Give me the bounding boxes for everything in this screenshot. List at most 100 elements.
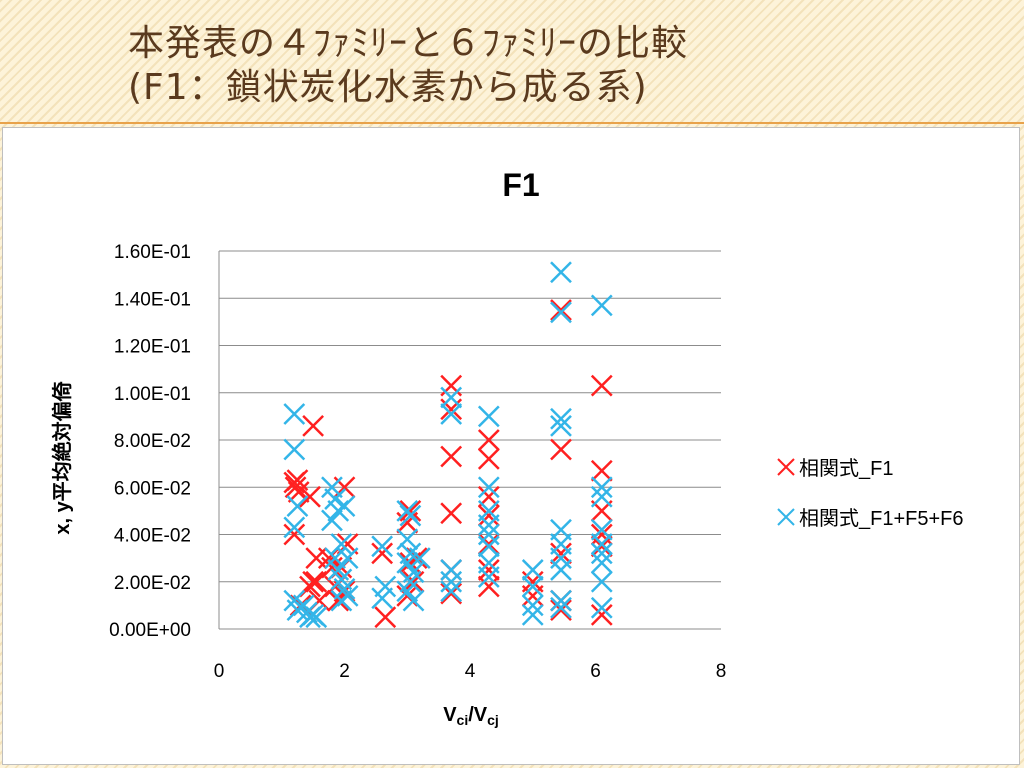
- data-point-series-2: [590, 551, 613, 574]
- x-tick-label: 0: [214, 661, 225, 682]
- y-tick-label: 1.40E-01: [114, 289, 191, 310]
- data-point-series-2: [550, 301, 572, 324]
- data-point-series-1: [550, 438, 572, 461]
- y-tick-label: 8.00E-02: [114, 431, 191, 452]
- data-point-series-2: [550, 547, 572, 570]
- data-point-series-2: [283, 516, 306, 539]
- data-point-series-1: [440, 502, 463, 525]
- data-point-series-1: [402, 570, 425, 593]
- slide-title-line-1: 本発表の４ﾌｧﾐﾘｰと６ﾌｧﾐﾘｰの比較: [128, 23, 689, 64]
- x-tick-label: 2: [339, 661, 350, 682]
- data-point-series-1: [477, 533, 500, 555]
- data-point-series-2: [521, 575, 544, 598]
- data-point-series-1: [590, 603, 613, 626]
- data-point-series-2: [550, 589, 572, 612]
- data-point-series-1: [550, 599, 572, 621]
- x-tick-label: 8: [716, 661, 727, 682]
- data-point-series-1: [521, 585, 544, 607]
- data-point-series-1: [477, 559, 500, 581]
- scatter-chart: 0.00E+00 2.00E-02 4.00E-02 6.00E-02 8.00E-02…: [50, 167, 964, 728]
- chart-panel: 0.00E+00 2.00E-02 4.00E-02 6.00E-02 8.00E-02…: [2, 127, 1020, 765]
- data-point-series-2: [440, 386, 463, 409]
- data-point-series-2: [590, 542, 613, 565]
- data-point-series-2: [396, 528, 419, 551]
- slide-title-line-2: (F1：鎖状炭化水素から成る系): [128, 67, 648, 108]
- data-point-series-2: [402, 589, 425, 612]
- legend-marker: [777, 508, 795, 526]
- chart-marks: [283, 261, 613, 629]
- y-tick-label: 1.00E-01: [114, 384, 191, 405]
- y-axis-title: x, y平均絶対偏倚: [50, 381, 74, 534]
- data-point-series-2: [550, 559, 572, 581]
- data-point-series-1: [283, 523, 306, 546]
- data-point-series-1: [440, 582, 463, 605]
- data-point-series-2: [283, 438, 306, 461]
- data-point-series-1: [477, 575, 500, 598]
- slide-title: 本発表の４ﾌｧﾐﾘｰと６ﾌｧﾐﾘｰの比較 (F1：鎖状炭化水素から成る系): [128, 22, 1008, 110]
- y-tick-label: 4.00E-02: [114, 526, 191, 547]
- data-point-series-1: [590, 535, 613, 558]
- chart-title: F1: [502, 167, 539, 203]
- data-point-series-2: [396, 551, 419, 574]
- x-axis-title: Vci/Vcj: [443, 704, 499, 728]
- data-point-series-1: [477, 504, 500, 527]
- y-axis-tick-labels: 0.00E+00 2.00E-02 4.00E-02 6.00E-02 8.00E-02…: [109, 242, 191, 641]
- data-point-series-2: [550, 414, 572, 437]
- data-point-series-2: [590, 485, 613, 508]
- data-point-series-2: [521, 594, 544, 617]
- legend-label: 相関式_F1+F5+F6: [799, 507, 964, 530]
- data-point-series-1: [550, 299, 572, 321]
- data-point-series-2: [477, 405, 500, 428]
- chart-legend: 相関式_F1 相関式_F1+F5+F6: [777, 457, 964, 530]
- data-point-series-1: [590, 374, 613, 397]
- data-point-series-1: [299, 485, 321, 508]
- data-point-series-2: [521, 603, 544, 626]
- chart-gridlines: [218, 250, 721, 630]
- data-point-series-1: [440, 398, 463, 421]
- data-point-series-2: [371, 535, 394, 558]
- legend-marker: [777, 458, 795, 476]
- data-point-series-1: [550, 542, 572, 565]
- y-tick-label: 1.60E-01: [114, 242, 191, 263]
- data-point-series-2: [330, 533, 353, 555]
- legend-label: 相関式_F1: [799, 457, 893, 480]
- x-axis-tick-labels: 0 2 4 6 8: [214, 661, 727, 682]
- data-point-series-2: [590, 533, 613, 555]
- data-point-series-2: [408, 547, 431, 570]
- data-point-series-2: [477, 535, 500, 558]
- data-point-series-2: [590, 294, 613, 317]
- y-tick-label: 1.20E-01: [114, 337, 191, 358]
- data-point-series-2: [521, 559, 544, 581]
- data-point-series-2: [590, 596, 613, 619]
- data-point-series-2: [477, 566, 500, 588]
- data-point-series-2: [333, 495, 356, 518]
- data-point-series-2: [305, 606, 328, 629]
- data-point-series-2: [396, 580, 419, 603]
- data-point-series-1: [477, 429, 500, 451]
- y-tick-label: 0.00E+00: [109, 620, 191, 641]
- data-point-series-2: [550, 261, 572, 284]
- data-point-series-1: [440, 445, 463, 468]
- x-tick-label: 4: [465, 661, 476, 682]
- data-point-series-2: [440, 580, 463, 603]
- data-point-series-2: [399, 504, 422, 527]
- legend-item-1: 相関式_F1: [777, 457, 893, 480]
- data-point-series-2: [330, 589, 353, 612]
- data-point-series-1: [371, 542, 394, 565]
- x-tick-label: 6: [590, 661, 601, 682]
- data-point-series-2: [477, 476, 500, 499]
- data-point-series-2: [336, 547, 359, 570]
- y-tick-label: 6.00E-02: [114, 478, 191, 499]
- data-point-series-1: [477, 448, 500, 470]
- legend-item-2: 相関式_F1+F5+F6: [777, 507, 964, 530]
- data-point-series-2: [550, 407, 572, 430]
- y-tick-label: 2.00E-02: [114, 573, 191, 594]
- data-point-series-2: [371, 587, 394, 610]
- data-point-series-2: [440, 403, 463, 425]
- data-point-series-1: [302, 414, 325, 437]
- data-point-series-2: [550, 596, 572, 619]
- data-point-series-1: [590, 459, 613, 482]
- data-point-series-2: [283, 403, 306, 425]
- data-point-series-2: [440, 559, 463, 581]
- data-point-series-2: [477, 514, 500, 536]
